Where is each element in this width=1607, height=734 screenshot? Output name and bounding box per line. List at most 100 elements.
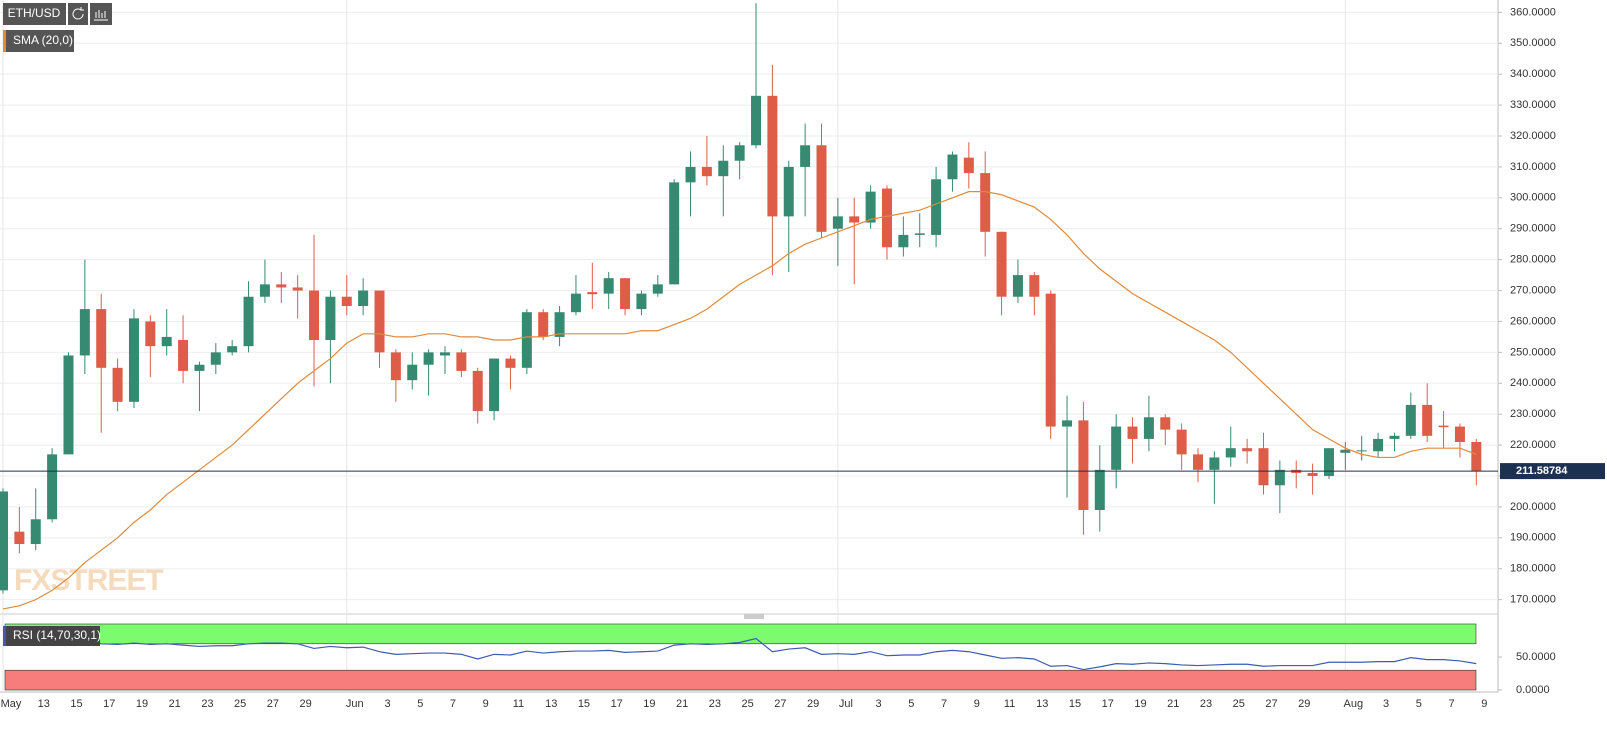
x-tick-label: 15 [578, 698, 590, 710]
candle-body [1242, 448, 1253, 452]
candle-body [881, 188, 892, 248]
panel-resize-handle[interactable] [744, 614, 764, 619]
indicator-button[interactable] [90, 3, 112, 25]
candle-body [603, 278, 614, 294]
y-tick-label: 230.0000 [1510, 408, 1556, 420]
candle-body [816, 145, 827, 232]
symbol-box[interactable] [3, 3, 66, 25]
rsi-label: RSI (14,70,30,1) [13, 628, 101, 642]
candle-body [1143, 417, 1154, 439]
legend: ETH/USD SMA (20,0) RSI (14,70,30,1) [3, 3, 112, 646]
candle-body [947, 154, 958, 180]
rsi-box[interactable] [3, 626, 100, 646]
candle-body [1127, 426, 1138, 439]
candle-body [472, 370, 483, 412]
watermark: FXSTREET [14, 564, 163, 597]
x-tick-label: 17 [611, 698, 623, 710]
candle-body [751, 95, 762, 146]
candle-body [112, 367, 123, 402]
candle-body [800, 145, 811, 167]
candle-body [914, 233, 925, 235]
x-tick-label: 25 [1233, 698, 1245, 710]
candle-body [1454, 426, 1465, 442]
refresh-button[interactable] [68, 3, 88, 25]
candle-body [718, 160, 729, 177]
candle-body [1209, 457, 1220, 470]
candle-body [505, 358, 516, 368]
sma-swatch [3, 30, 6, 52]
x-tick-label: 5 [1416, 698, 1422, 710]
candle-body [1422, 404, 1433, 436]
x-tick-label: 25 [234, 698, 246, 710]
y-tick-label: 250.0000 [1510, 346, 1556, 358]
candle-body [685, 166, 696, 183]
candle-body [407, 364, 418, 381]
plot-layer: 170.0000 180.0000 190.0000 200.0000 21 0.0000… [0, 0, 1605, 710]
y-tick-label: 180.0000 [1510, 563, 1556, 575]
candle-body [227, 346, 238, 353]
candle-body [390, 352, 401, 381]
candle-body [14, 531, 25, 544]
y-tick-label: 330.0000 [1510, 99, 1556, 111]
x-tick-label: 17 [103, 698, 115, 710]
candle-body [47, 454, 58, 520]
candle-body [489, 358, 500, 412]
x-tick-label: 11 [513, 698, 524, 710]
x-tick-label: 19 [136, 698, 148, 710]
y-tick-label: 290.0000 [1510, 223, 1556, 235]
candle-body [1405, 404, 1416, 436]
candle-body [570, 293, 581, 313]
y-tick-label: 310.0000 [1510, 161, 1556, 173]
candle-body [734, 145, 745, 161]
x-tick-label: 7 [450, 698, 456, 710]
candle-body [996, 231, 1007, 297]
candle-body [423, 352, 434, 365]
x-tick-label: 29 [300, 698, 312, 710]
candle-body [1176, 429, 1187, 455]
sma-label: SMA (20,0) [13, 33, 73, 47]
candle-body [898, 234, 909, 248]
candle-body [1045, 293, 1056, 427]
candle-body [963, 157, 974, 174]
y-tick-label: 240.0000 [1510, 377, 1556, 389]
candle-body [1258, 448, 1269, 486]
x-tick-label: 23 [709, 698, 721, 710]
x-tick-label: 21 [676, 698, 688, 710]
candle-body [587, 292, 598, 295]
candle-body [1160, 417, 1171, 430]
y-tick-label: 270.0000 [1510, 284, 1556, 296]
candle-body [652, 284, 663, 294]
candle-body [194, 364, 205, 371]
sma-box[interactable] [3, 30, 74, 52]
y-tick-label: 0.0000 [1516, 684, 1550, 696]
last-price-label: 211.58784 [1516, 465, 1568, 477]
y-tick-label: 350.0000 [1510, 37, 1556, 49]
candle-body [178, 340, 189, 371]
x-tick-label: Aug [1344, 698, 1364, 710]
y-tick-label: 360.0000 [1510, 6, 1556, 18]
x-tick-label: 3 [384, 698, 390, 710]
x-tick-label: 7 [941, 698, 947, 710]
rsi-band [4, 623, 1477, 645]
x-tick-label: Jul [839, 698, 853, 710]
candle-body [1389, 435, 1400, 439]
x-tick-label: 5 [908, 698, 914, 710]
candle-body [1356, 450, 1367, 452]
candle-body [358, 290, 369, 306]
candle-body [1373, 438, 1384, 452]
indicator-icon [94, 10, 108, 21]
candle-body [0, 491, 8, 591]
rsi-band [4, 669, 1477, 691]
candle-body [767, 95, 778, 217]
x-tick-label: 3 [876, 698, 882, 710]
y-tick-label: 190.0000 [1510, 532, 1556, 544]
candle-body [1012, 275, 1023, 297]
x-tick-label: 15 [70, 698, 82, 710]
candle-body [538, 312, 549, 337]
x-tick-label: 23 [1200, 698, 1212, 710]
x-tick-label: 25 [742, 698, 754, 710]
candle-body [456, 352, 467, 371]
candle-body [1062, 420, 1073, 427]
candle-body [1323, 448, 1334, 476]
candle-body [341, 296, 352, 306]
